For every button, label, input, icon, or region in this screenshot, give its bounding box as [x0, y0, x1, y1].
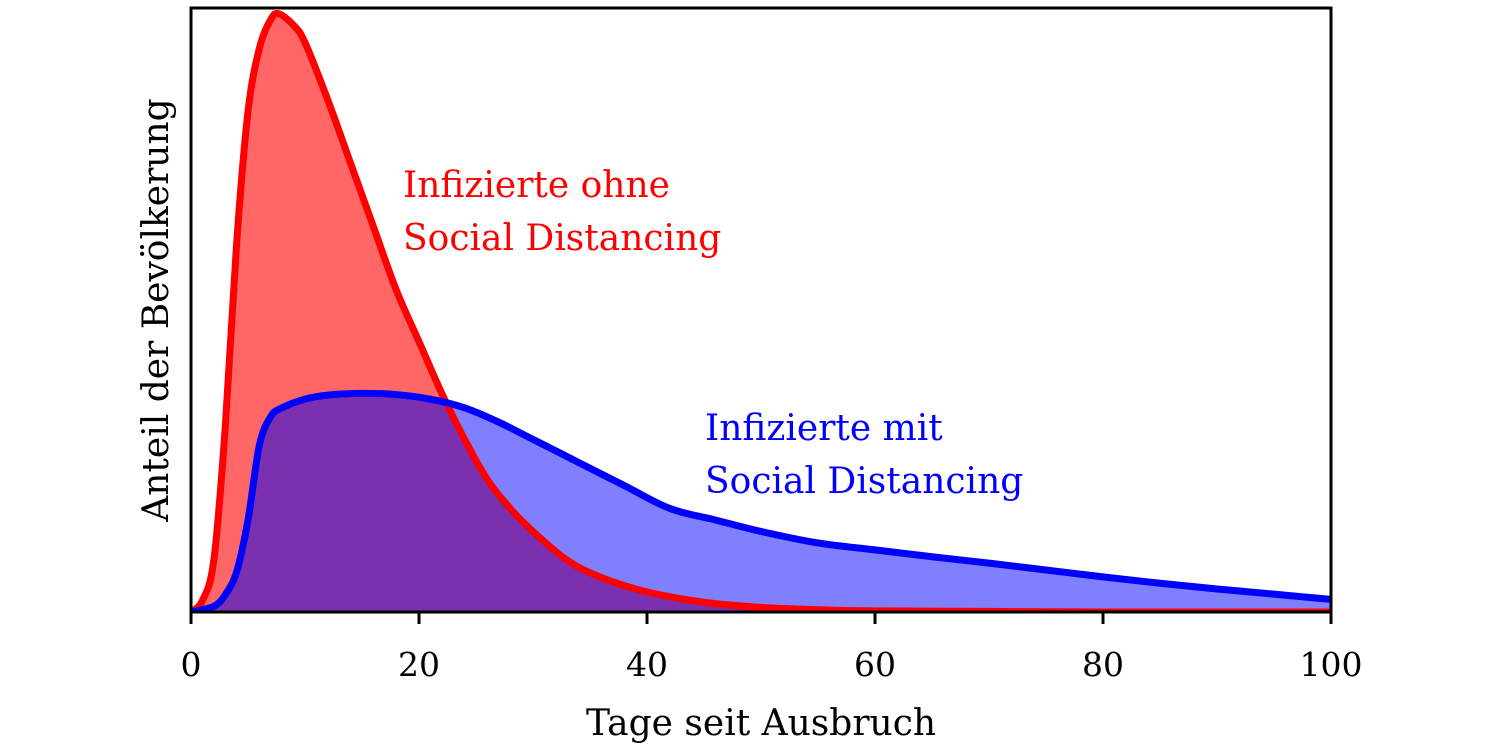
- annotation-with-distancing-line1: Infizierte mit: [705, 408, 943, 449]
- x-tick-label-2: 40: [626, 645, 668, 684]
- annotation-with-distancing: Infizierte mit Social Distancing: [705, 408, 1023, 502]
- x-tick-label-1: 20: [398, 645, 440, 684]
- x-tick-label-5: 100: [1300, 645, 1363, 684]
- x-axis-ticks: 0 20 40 60 80 100: [181, 612, 1363, 684]
- blue-series-line: [191, 389, 1331, 612]
- annotation-with-distancing-line2: Social Distancing: [705, 461, 1023, 502]
- plot-frame: [189, 6, 1333, 614]
- annotation-no-distancing-line1: Infizierte ohne: [403, 165, 670, 206]
- red-series-line: [191, 9, 1331, 612]
- annotation-no-distancing-line2: Social Distancing: [403, 218, 721, 259]
- x-tick-label-0: 0: [181, 645, 202, 684]
- annotation-no-distancing: Infizierte ohne Social Distancing: [403, 165, 721, 259]
- y-axis-label: Anteil der Bevölkerung: [136, 98, 177, 522]
- x-tick-label-3: 60: [854, 645, 896, 684]
- x-axis-label: Tage seit Ausbruch: [586, 703, 936, 744]
- x-tick-label-4: 80: [1082, 645, 1124, 684]
